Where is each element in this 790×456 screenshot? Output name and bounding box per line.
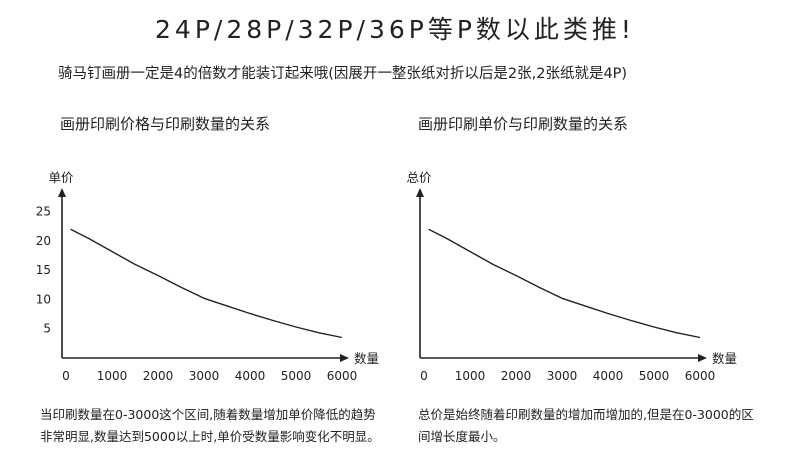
right-desc-line-2: 间增长度最小。	[418, 429, 506, 444]
right-chart-x-tick-label: 3000	[547, 369, 578, 383]
right-chart-x-tick-label: 4000	[593, 369, 624, 383]
right-chart-y-axis-label: 总价	[406, 170, 432, 185]
left-chart-y-tick-label: 20	[36, 234, 51, 248]
left-chart-x-tick-label: 0	[62, 369, 70, 383]
left-chart-series-line	[70, 228, 343, 339]
right-chart-y-axis-arrow	[416, 188, 424, 197]
right-chart-x-tick-label: 2000	[501, 369, 532, 383]
left-chart-x-tick-label: 2000	[143, 369, 174, 383]
headline: 24P/28P/32P/36P等P数以此类推!	[155, 15, 635, 44]
left-chart-y-tick-label: 10	[36, 292, 51, 306]
left-chart-title: 画册印刷价格与印刷数量的关系	[60, 115, 271, 133]
right-chart-x-axis-label: 数量	[712, 351, 737, 366]
right-chart-title: 画册印刷单价与印刷数量的关系	[418, 115, 629, 133]
left-chart-x-tick-label: 6000	[327, 369, 358, 383]
left-chart-x-tick-label: 1000	[97, 369, 128, 383]
left-chart-x-tick-label: 5000	[281, 369, 312, 383]
right-chart-x-axis-arrow	[698, 354, 707, 362]
left-chart-y-axis-label: 单价	[48, 170, 74, 185]
left-chart-y-tick-label: 25	[36, 205, 51, 219]
left-chart-x-axis-arrow	[340, 354, 349, 362]
left-chart-x-axis-label: 数量	[354, 351, 379, 366]
right-chart-x-tick-label: 1000	[455, 369, 486, 383]
subline: 骑马钉画册一定是4的倍数才能装订起来哦(因展开一整张纸对折以后是2张,2张纸就是…	[58, 66, 628, 82]
left-desc-line-2: 非常明显,数量达到5000以上时,单价受数量影响变化不明显。	[40, 429, 380, 444]
left-desc-line-1: 当印刷数量在0-3000这个区间,随着数量增加单价降低的趋势	[40, 407, 376, 422]
right-chart-x-tick-label: 0	[420, 369, 428, 383]
right-description: 总价是始终随着印刷数量的增加而增加的,但是在0-3000的区 间增长度最小。	[418, 404, 754, 448]
right-chart-x-tick-label: 6000	[685, 369, 716, 383]
left-chart-y-tick-label: 15	[36, 263, 51, 277]
right-chart-x-tick-label: 5000	[639, 369, 670, 383]
left-chart-y-axis-arrow	[58, 188, 66, 197]
left-chart-x-tick-label: 3000	[189, 369, 220, 383]
right-desc-line-1: 总价是始终随着印刷数量的增加而增加的,但是在0-3000的区	[418, 407, 754, 422]
left-description: 当印刷数量在0-3000这个区间,随着数量增加单价降低的趋势 非常明显,数量达到…	[40, 404, 380, 448]
left-chart-x-tick-label: 4000	[235, 369, 266, 383]
left-chart-y-tick-label: 5	[43, 322, 51, 336]
right-chart-series-line	[428, 228, 701, 339]
